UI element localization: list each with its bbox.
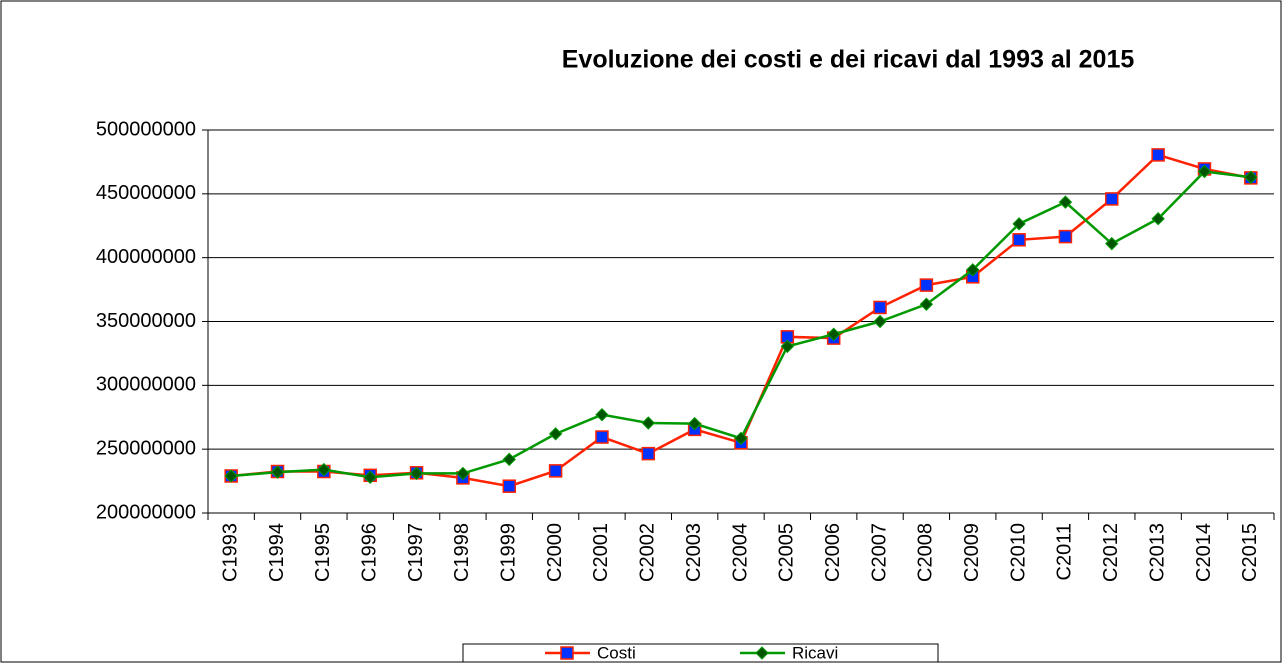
legend-box — [462, 643, 939, 663]
y-tick-label: 450000000 — [96, 182, 196, 204]
y-tick-label: 300000000 — [96, 374, 196, 396]
legend-label: Costi — [597, 643, 636, 662]
x-tick-label: C2013 — [1146, 523, 1168, 582]
marker — [734, 431, 748, 446]
marker — [641, 446, 656, 461]
x-tick-label: C1996 — [358, 523, 380, 582]
legend-label: Ricavi — [792, 643, 838, 662]
x-tick-label: C1993 — [219, 523, 241, 582]
x-tick-label: C2002 — [637, 523, 659, 582]
marker — [317, 462, 331, 477]
marker — [595, 430, 609, 444]
x-tick-label: C2000 — [544, 523, 566, 582]
marker — [919, 297, 934, 311]
marker — [1105, 236, 1119, 251]
marker — [1244, 170, 1258, 184]
marker — [1012, 217, 1026, 231]
x-tick-label: C2015 — [1239, 523, 1261, 582]
y-tick-label: 350000000 — [96, 310, 196, 332]
x-tick-label: C2005 — [776, 523, 798, 582]
marker — [1105, 192, 1119, 206]
marker — [1058, 229, 1073, 244]
marker — [1058, 195, 1073, 209]
legend-marker — [755, 646, 769, 660]
x-tick-label: C1997 — [405, 523, 427, 582]
x-tick-label: C2010 — [1007, 523, 1029, 582]
y-tick-label: 200000000 — [96, 501, 196, 523]
x-tick-label: C2012 — [1100, 523, 1122, 582]
y-tick-label: 250000000 — [96, 437, 196, 459]
x-tick-label: C2003 — [683, 523, 705, 582]
marker — [873, 314, 887, 329]
marker — [826, 327, 841, 341]
marker — [409, 466, 424, 481]
x-tick-label: C2001 — [590, 523, 612, 582]
marker — [502, 479, 517, 493]
x-tick-label: C1998 — [451, 523, 473, 582]
x-tick-label: C1994 — [266, 523, 288, 582]
x-tick-label: C2004 — [729, 523, 751, 582]
x-tick-label: C2014 — [1193, 523, 1215, 582]
y-tick-label: 400000000 — [96, 246, 196, 268]
marker — [502, 452, 516, 467]
marker — [687, 416, 702, 431]
marker — [966, 263, 980, 277]
x-tick-label: C2008 — [915, 523, 937, 582]
marker — [780, 339, 795, 354]
marker — [456, 466, 470, 481]
marker — [641, 416, 656, 430]
marker — [919, 278, 934, 292]
chart-title: Evoluzione dei costi e dei ricavi dal 19… — [562, 46, 1135, 74]
y-tick-label: 500000000 — [96, 118, 196, 140]
marker — [548, 427, 563, 441]
marker — [1151, 212, 1165, 226]
x-tick-label: C2007 — [868, 523, 890, 582]
marker — [1151, 148, 1165, 162]
x-tick-label: C2006 — [822, 523, 844, 582]
x-tick-label: C2009 — [961, 523, 983, 582]
marker — [270, 465, 285, 479]
x-tick-label: C1995 — [312, 523, 334, 582]
marker — [1012, 233, 1026, 247]
marker — [548, 464, 563, 478]
marker — [363, 470, 377, 484]
legend-marker — [560, 646, 574, 660]
marker — [224, 469, 238, 483]
marker — [595, 407, 609, 422]
marker — [873, 300, 887, 315]
marker — [1197, 164, 1212, 179]
x-tick-label: C2011 — [1054, 523, 1076, 580]
x-tick-label: C1999 — [498, 523, 520, 582]
